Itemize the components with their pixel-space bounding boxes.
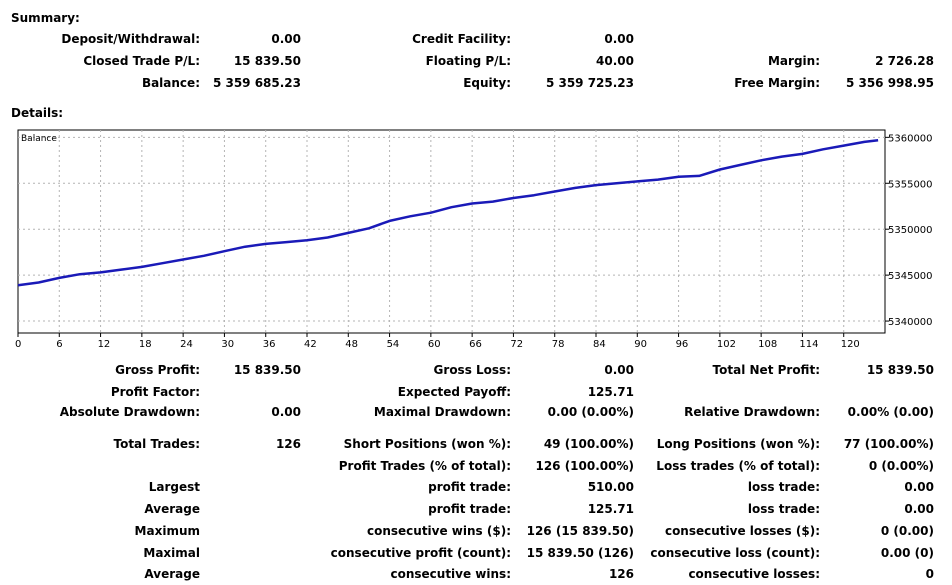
detail-value-2: 126 xyxy=(608,567,634,581)
x-tick-label: 24 xyxy=(180,339,193,350)
detail-value-2: 0.00 (0.00%) xyxy=(547,405,634,419)
detail-value-2: 49 (100.00%) xyxy=(543,437,634,451)
detail-label-3: loss trade: xyxy=(747,502,820,516)
balance-chart: 5340000 5345000 5350000 5355000 5360000 0 6 12 1… xyxy=(15,129,933,350)
detail-value-3: 15 839.50 xyxy=(866,363,934,377)
deposit-label: Deposit/Withdrawal: xyxy=(61,32,200,46)
y-tick-label: 5345000 xyxy=(888,271,933,282)
x-tick-label: 48 xyxy=(345,339,358,350)
detail-label-2: Maximal Drawdown: xyxy=(373,405,511,419)
detail-label-2: profit trade: xyxy=(428,480,511,494)
detail-label-1: Average xyxy=(144,502,200,516)
detail-label-1: Total Trades: xyxy=(113,437,200,451)
detail-label-1: Average xyxy=(144,567,200,581)
detail-value-2: 510.00 xyxy=(587,480,634,494)
floating-pl-label: Floating P/L: xyxy=(425,54,511,68)
details-heading: Details: xyxy=(11,106,64,120)
closed-pl-label: Closed Trade P/L: xyxy=(83,54,200,68)
x-tick-label: 18 xyxy=(139,339,152,350)
detail-label-2: Short Positions (won %): xyxy=(343,437,511,451)
detail-label-3: Total Net Profit: xyxy=(712,363,820,377)
detail-value-2: 15 839.50 (126) xyxy=(526,546,634,560)
x-tick-label: 96 xyxy=(676,339,689,350)
detail-label-1: Gross Profit: xyxy=(115,363,200,377)
detail-label-3: Long Positions (won %): xyxy=(656,437,820,451)
x-tick-label: 66 xyxy=(469,339,482,350)
detail-value-1: 15 839.50 xyxy=(233,363,301,377)
y-tick-label: 5350000 xyxy=(888,225,933,236)
detail-value-3: 0.00% (0.00) xyxy=(847,405,934,419)
detail-label-3: Loss trades (% of total): xyxy=(656,459,820,473)
detail-value-2: 126 (100.00%) xyxy=(535,459,634,473)
x-tick-label: 114 xyxy=(799,339,818,350)
detail-label-2: profit trade: xyxy=(428,502,511,516)
detail-label-1: Largest xyxy=(148,480,200,494)
margin-value: 2 726.28 xyxy=(875,54,934,68)
floating-pl-value: 40.00 xyxy=(596,54,634,68)
detail-label-2: Gross Loss: xyxy=(433,363,511,377)
deposit-value: 0.00 xyxy=(271,32,301,46)
detail-label-1: Profit Factor: xyxy=(110,385,200,399)
detail-value-2: 125.71 xyxy=(587,502,634,516)
credit-label: Credit Facility: xyxy=(412,32,511,46)
detail-label-2: consecutive wins: xyxy=(390,567,511,581)
x-tick-label: 90 xyxy=(634,339,647,350)
detail-value-2: 126 (15 839.50) xyxy=(526,524,634,538)
x-tick-label: 30 xyxy=(221,339,234,350)
detail-value-3: 0.00 (0) xyxy=(880,546,934,560)
detail-value-3: 0.00 xyxy=(904,502,934,516)
detail-value-3: 0 (0.00) xyxy=(880,524,934,538)
detail-value-3: 0 (0.00%) xyxy=(868,459,934,473)
detail-label-3: consecutive losses: xyxy=(688,567,820,581)
x-tick-label: 42 xyxy=(304,339,317,350)
x-tick-label: 78 xyxy=(552,339,565,350)
summary-heading: Summary: xyxy=(11,11,80,25)
detail-label-2: Expected Payoff: xyxy=(397,385,511,399)
detail-value-2: 0.00 xyxy=(604,363,634,377)
free-margin-label: Free Margin: xyxy=(734,76,820,90)
y-tick-label: 5360000 xyxy=(888,133,933,144)
detail-value-1: 0.00 xyxy=(271,405,301,419)
x-tick-label: 60 xyxy=(428,339,441,350)
detail-value-2: 125.71 xyxy=(587,385,634,399)
detail-value-3: 0 xyxy=(925,567,934,581)
x-tick-label: 102 xyxy=(717,339,736,350)
x-tick-label: 84 xyxy=(593,339,606,350)
detail-label-3: consecutive losses ($): xyxy=(664,524,820,538)
detail-label-1: Absolute Drawdown: xyxy=(59,405,200,419)
detail-label-3: consecutive loss (count): xyxy=(650,546,820,560)
x-tick-label: 36 xyxy=(263,339,276,350)
detail-label-1: Maximum xyxy=(134,524,200,538)
x-tick-label: 0 xyxy=(15,339,21,350)
free-margin-value: 5 356 998.95 xyxy=(845,76,934,90)
detail-label-3: Relative Drawdown: xyxy=(684,405,820,419)
legend-balance: Balance xyxy=(21,134,57,144)
detail-label-1: Maximal xyxy=(143,546,200,560)
equity-value: 5 359 725.23 xyxy=(545,76,634,90)
x-tick-label: 12 xyxy=(98,339,111,350)
x-tick-label: 72 xyxy=(510,339,523,350)
x-tick-label: 108 xyxy=(758,339,777,350)
credit-value: 0.00 xyxy=(604,32,634,46)
detail-value-3: 77 (100.00%) xyxy=(843,437,934,451)
balance-value: 5 359 685.23 xyxy=(212,76,301,90)
detail-value-1: 126 xyxy=(275,437,301,451)
equity-label: Equity: xyxy=(463,76,511,90)
detail-label-2: Profit Trades (% of total): xyxy=(338,459,511,473)
detail-label-3: loss trade: xyxy=(747,480,820,494)
y-tick-label: 5355000 xyxy=(888,179,933,190)
closed-pl-value: 15 839.50 xyxy=(233,54,301,68)
detail-value-3: 0.00 xyxy=(904,480,934,494)
x-tick-label: 6 xyxy=(56,339,62,350)
y-tick-label: 5340000 xyxy=(888,317,933,328)
balance-label: Balance: xyxy=(141,76,200,90)
detail-label-2: consecutive wins ($): xyxy=(366,524,511,538)
series-line-balance xyxy=(17,138,879,287)
x-tick-label: 120 xyxy=(841,339,860,350)
detail-label-2: consecutive profit (count): xyxy=(330,546,511,560)
x-tick-label: 54 xyxy=(387,339,400,350)
margin-label: Margin: xyxy=(767,54,820,68)
